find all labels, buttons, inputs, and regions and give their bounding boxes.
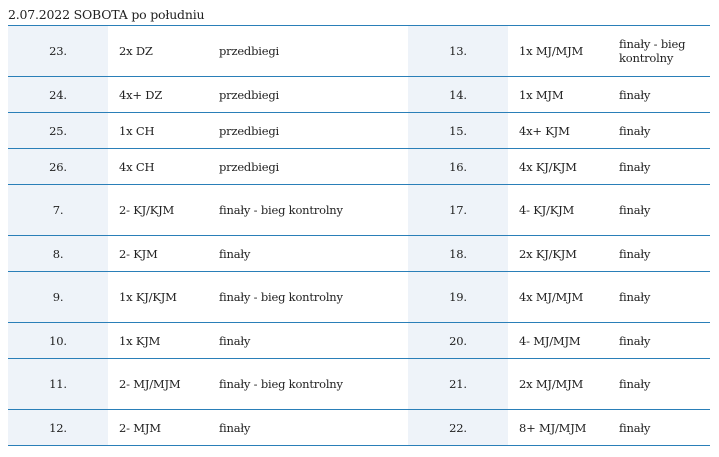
- race-number-cell: 21.: [408, 358, 508, 410]
- race-schedule-table: 23. 2x DZ przedbiegi 13. 1x MJ/MJM finały - b…: [8, 25, 710, 446]
- race-stage-cell: przedbiegi: [208, 25, 408, 77]
- boat-class-cell: 2- MJM: [108, 409, 208, 446]
- boat-class-cell: 4- KJ/KJM: [508, 184, 608, 236]
- race-stage-cell: finały: [608, 235, 710, 272]
- race-stage-cell: finały: [608, 148, 710, 185]
- race-stage-cell: finały: [608, 271, 710, 323]
- race-stage-cell: finały: [608, 184, 710, 236]
- race-stage-cell: finały - bieg kontrolny: [608, 25, 710, 77]
- boat-class-cell: 4x+ DZ: [108, 76, 208, 113]
- table-row: 24. 4x+ DZ przedbiegi 14. 1x MJM finały: [8, 76, 710, 113]
- race-number-cell: 17.: [408, 184, 508, 236]
- boat-class-cell: 4- MJ/MJM: [508, 322, 608, 359]
- race-number-cell: 24.: [8, 76, 108, 113]
- race-stage-cell: przedbiegi: [208, 112, 408, 149]
- table-row: 23. 2x DZ przedbiegi 13. 1x MJ/MJM finały - b…: [8, 25, 710, 77]
- race-number-cell: 20.: [408, 322, 508, 359]
- race-stage-cell: przedbiegi: [208, 148, 408, 185]
- race-number-cell: 11.: [8, 358, 108, 410]
- table-row: 8. 2- KJM finały 18. 2x KJ/KJM finały: [8, 235, 710, 272]
- boat-class-cell: 1x MJ/MJM: [508, 25, 608, 77]
- race-number-cell: 14.: [408, 76, 508, 113]
- race-number-cell: 8.: [8, 235, 108, 272]
- race-number-cell: 7.: [8, 184, 108, 236]
- table-row: 26. 4x CH przedbiegi 16. 4x KJ/KJM finały: [8, 148, 710, 185]
- boat-class-cell: 4x MJ/MJM: [508, 271, 608, 323]
- table-row: 25. 1x CH przedbiegi 15. 4x+ KJM finały: [8, 112, 710, 149]
- boat-class-cell: 4x+ KJM: [508, 112, 608, 149]
- race-stage-cell: przedbiegi: [208, 76, 408, 113]
- boat-class-cell: 4x CH: [108, 148, 208, 185]
- race-number-cell: 26.: [8, 148, 108, 185]
- race-stage-cell: finały: [208, 235, 408, 272]
- race-stage-cell: finały: [608, 358, 710, 410]
- race-number-cell: 23.: [8, 25, 108, 77]
- race-number-cell: 22.: [408, 409, 508, 446]
- race-number-cell: 18.: [408, 235, 508, 272]
- race-number-cell: 13.: [408, 25, 508, 77]
- race-stage-cell: finały - bieg kontrolny: [208, 271, 408, 323]
- race-number-cell: 10.: [8, 322, 108, 359]
- race-number-cell: 19.: [408, 271, 508, 323]
- race-stage-cell: finały: [608, 112, 710, 149]
- boat-class-cell: 2x KJ/KJM: [508, 235, 608, 272]
- table-row: 9. 1x KJ/KJM finały - bieg kontrolny 19. 4x …: [8, 271, 710, 323]
- race-stage-cell: finały - bieg kontrolny: [208, 184, 408, 236]
- race-stage-cell: finały: [608, 322, 710, 359]
- race-stage-cell: finały: [208, 409, 408, 446]
- boat-class-cell: 2- KJM: [108, 235, 208, 272]
- boat-class-cell: 2x DZ: [108, 25, 208, 77]
- boat-class-cell: 8+ MJ/MJM: [508, 409, 608, 446]
- race-number-cell: 12.: [8, 409, 108, 446]
- table-row: 7. 2- KJ/KJM finały - bieg kontrolny 17. 4- …: [8, 184, 710, 236]
- boat-class-cell: 2x MJ/MJM: [508, 358, 608, 410]
- race-stage-cell: finały: [208, 322, 408, 359]
- boat-class-cell: 1x KJM: [108, 322, 208, 359]
- boat-class-cell: 1x MJM: [508, 76, 608, 113]
- race-number-cell: 16.: [408, 148, 508, 185]
- race-stage-cell: finały: [608, 76, 710, 113]
- boat-class-cell: 2- MJ/MJM: [108, 358, 208, 410]
- race-stage-cell: finały - bieg kontrolny: [208, 358, 408, 410]
- table-row: 11. 2- MJ/MJM finały - bieg kontrolny 21. 2x…: [8, 358, 710, 410]
- race-number-cell: 9.: [8, 271, 108, 323]
- race-number-cell: 15.: [408, 112, 508, 149]
- schedule-heading: 2.07.2022 SOBOTA po południu: [8, 7, 205, 22]
- boat-class-cell: 4x KJ/KJM: [508, 148, 608, 185]
- boat-class-cell: 1x KJ/KJM: [108, 271, 208, 323]
- boat-class-cell: 1x CH: [108, 112, 208, 149]
- table-row: 10. 1x KJM finały 20. 4- MJ/MJM finały: [8, 322, 710, 359]
- race-number-cell: 25.: [8, 112, 108, 149]
- race-stage-cell: finały: [608, 409, 710, 446]
- table-row: 12. 2- MJM finały 22. 8+ MJ/MJM finały: [8, 409, 710, 446]
- boat-class-cell: 2- KJ/KJM: [108, 184, 208, 236]
